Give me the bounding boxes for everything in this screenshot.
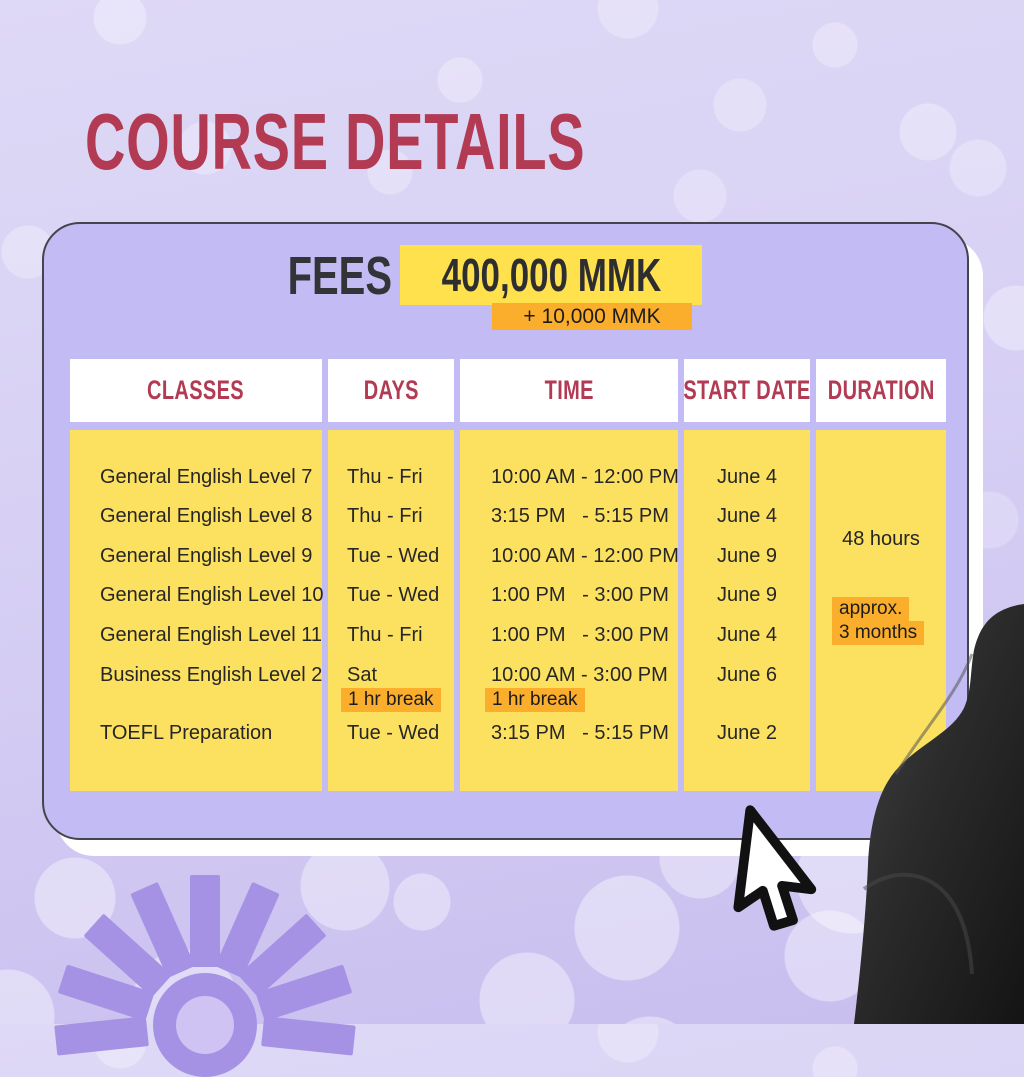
class-time: 3:15 PM - 5:15 PM — [491, 505, 669, 527]
person-photo — [854, 604, 1024, 1024]
class-name: General English Level 10 — [100, 584, 324, 606]
class-startdate: June 2 — [716, 722, 778, 744]
sunburst-ray — [54, 1016, 149, 1056]
class-time: 3:15 PM - 5:15 PM — [491, 722, 669, 744]
course-details-card: FEES 400,000 MMK + 10,000 MMK CLASSES DA… — [42, 222, 969, 840]
duration-approx-line2: 3 months — [816, 620, 946, 645]
table-header-duration: DURATION — [816, 359, 946, 422]
break-badge: 1 hr break — [485, 688, 585, 712]
header-label: START DATE — [683, 375, 811, 405]
class-days: Thu - Fri — [347, 466, 423, 488]
page-title: COURSE DETAILS — [85, 97, 586, 186]
class-days: Tue - Wed — [347, 545, 440, 567]
table-column-time: 10:00 AM - 12:00 PM 3:15 PM - 5:15 PM 10… — [460, 430, 679, 791]
class-name: Business English Level 2 — [100, 664, 323, 686]
cursor-arrow-icon — [733, 805, 817, 931]
duration-approx-line1: approx. — [816, 596, 946, 621]
sunburst-ray — [261, 1016, 356, 1056]
header-label: CLASSES — [147, 375, 245, 405]
class-startdate: June 9 — [716, 545, 778, 567]
class-startdate: June 9 — [716, 584, 778, 606]
table-column-classes: General English Level 7 General English … — [70, 430, 324, 791]
table-header-startdate: START DATE — [683, 359, 811, 422]
class-time: 1:00 PM - 3:00 PM — [491, 584, 669, 606]
class-time: 10:00 AM - 12:00 PM — [491, 545, 679, 567]
sunburst-center-inner — [176, 996, 234, 1054]
class-days: Thu - Fri — [347, 505, 423, 527]
class-days: Tue - Wed — [347, 584, 440, 606]
class-name: TOEFL Preparation — [100, 722, 273, 744]
class-time: 1:00 PM - 3:00 PM — [491, 624, 669, 646]
table-header-classes: CLASSES — [70, 359, 322, 422]
header-label: DAYS — [363, 375, 419, 405]
class-name: General English Level 7 — [100, 466, 313, 488]
duration-hours: 48 hours — [842, 528, 920, 550]
class-days: Tue - Wed — [347, 722, 440, 744]
class-startdate: June 4 — [716, 624, 778, 646]
sunburst-ray — [190, 875, 220, 967]
class-time: 10:00 AM - 12:00 PM — [491, 466, 679, 488]
class-startdate: June 4 — [716, 505, 778, 527]
class-name: General English Level 8 — [100, 505, 313, 527]
table-column-days: Thu - Fri Thu - Fri Tue - Wed Tue - Wed … — [328, 430, 454, 791]
fee-amount: 400,000 MMK — [441, 249, 661, 301]
table-column-startdate: June 4 June 4 June 9 June 9 June 4 June … — [684, 430, 810, 791]
fee-amount-highlight: 400,000 MMK — [400, 245, 702, 305]
fees-label: FEES — [287, 246, 392, 306]
days-note: 1 hr break — [328, 687, 454, 712]
class-name: General English Level 11 — [100, 624, 322, 646]
header-label: TIME — [544, 375, 594, 405]
table-header-days: DAYS — [328, 359, 454, 422]
header-label: DURATION — [827, 375, 935, 405]
class-startdate: June 4 — [716, 466, 778, 488]
fee-extra-highlight: + 10,000 MMK — [492, 303, 692, 330]
class-time: 10:00 AM - 3:00 PM — [491, 664, 668, 686]
duration-badge: approx. — [832, 597, 910, 621]
class-name: General English Level 9 — [100, 545, 313, 567]
class-days: Sat — [347, 664, 378, 686]
table-header-time: TIME — [460, 359, 678, 422]
duration-badge: 3 months — [832, 621, 925, 645]
class-startdate: June 6 — [716, 664, 778, 686]
class-days: Thu - Fri — [347, 624, 423, 646]
time-note: 1 hr break — [460, 687, 678, 712]
break-badge: 1 hr break — [341, 688, 441, 712]
